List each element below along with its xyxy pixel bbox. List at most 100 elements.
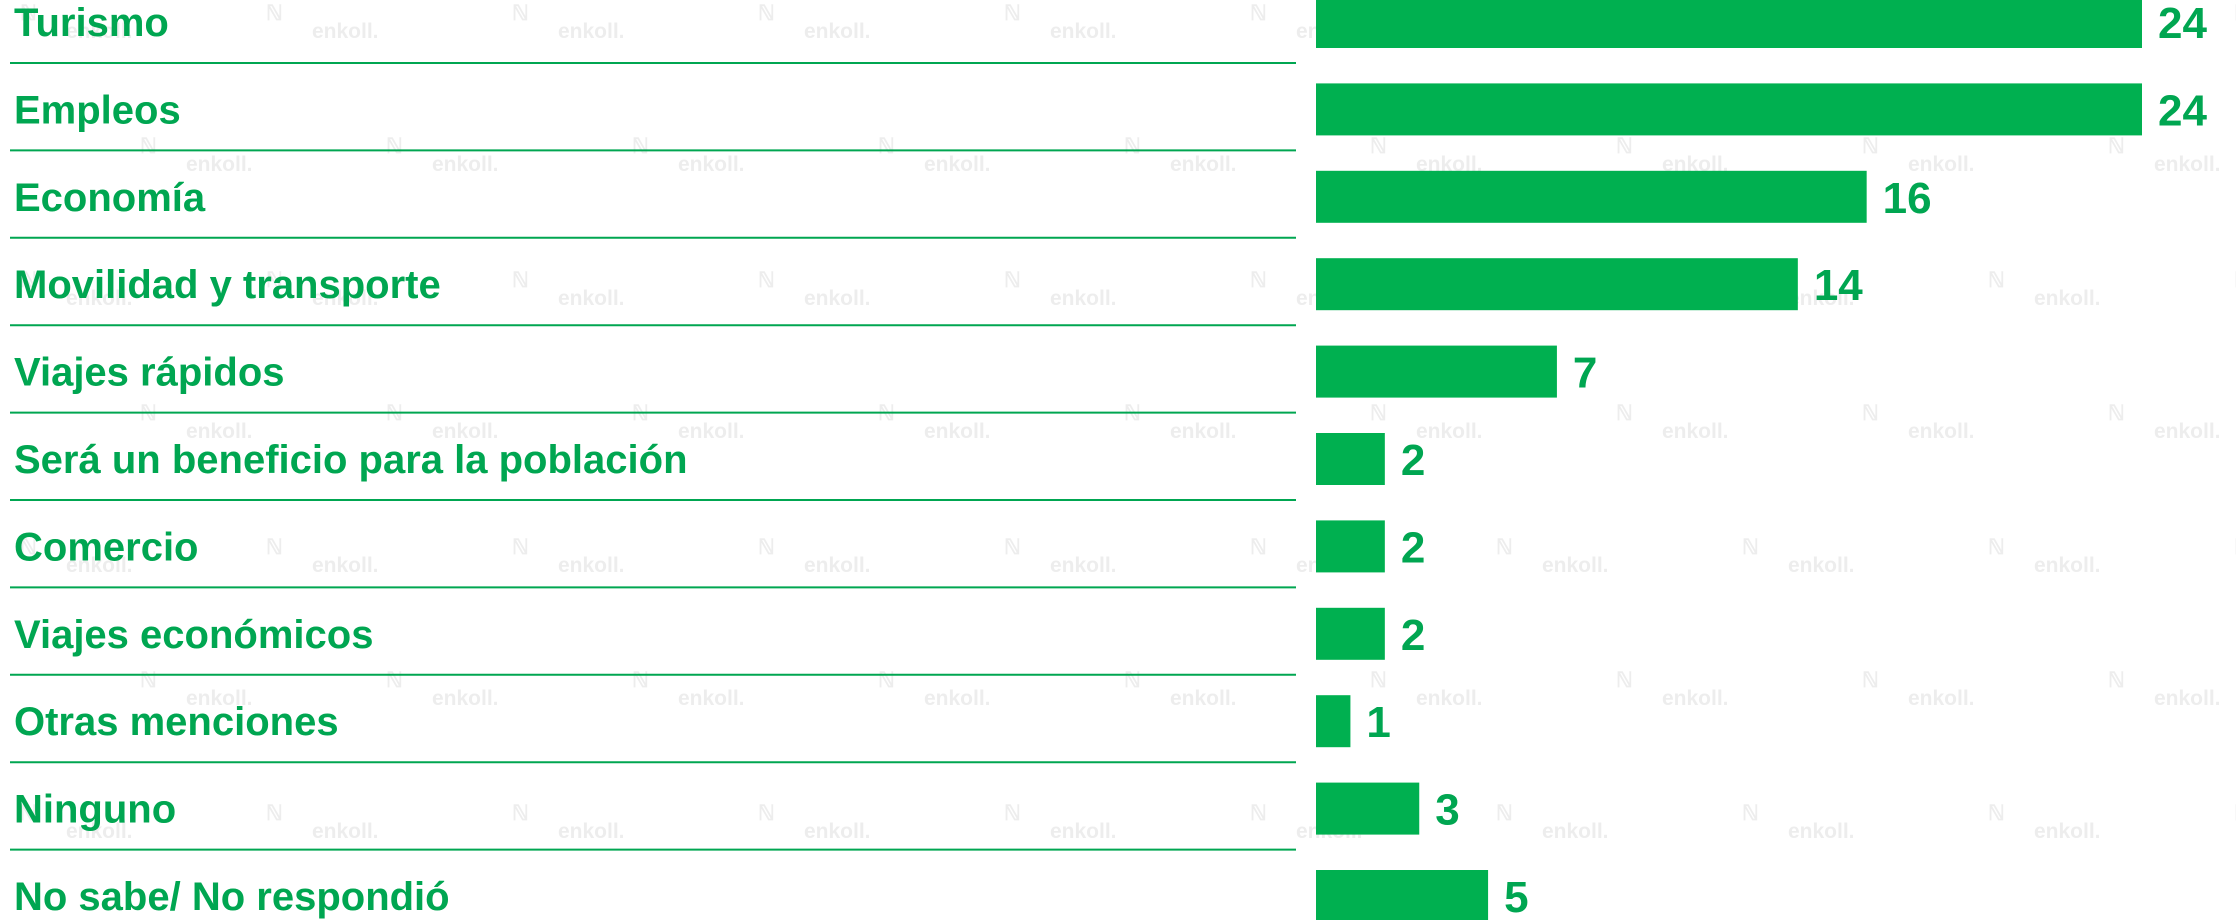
enkoll-logo-icon: ℕ — [266, 536, 283, 559]
enkoll-logo-icon: ℕ — [1616, 135, 1633, 158]
watermark-text: enkoll. — [66, 554, 133, 577]
enkoll-logo-icon: ℕ — [1862, 402, 1879, 425]
category-label: Ninguno — [14, 788, 176, 832]
watermark-text: enkoll. — [924, 153, 991, 176]
enkoll-logo-icon: ℕ — [2108, 402, 2125, 425]
category-label: Viajes económicos — [14, 613, 373, 657]
enkoll-logo-icon: ℕ — [386, 135, 403, 158]
enkoll-logo-icon: ℕ — [512, 802, 529, 825]
enkoll-logo-icon: ℕ — [1250, 2, 1267, 25]
data-label: 2 — [1401, 611, 1425, 660]
enkoll-logo-icon: ℕ — [1004, 802, 1021, 825]
category-label: Movilidad y transporte — [14, 263, 441, 307]
watermark-text: enkoll. — [1908, 687, 1975, 710]
chart-row: Viajes rápidos 7 — [10, 345, 1597, 414]
enkoll-logo-icon: ℕ — [1862, 669, 1879, 692]
category-label: No sabe/ No respondió — [14, 875, 450, 919]
watermark-text: enkoll. — [924, 687, 991, 710]
watermark-text: enkoll. — [66, 820, 133, 843]
enkoll-logo-icon: ℕ — [1988, 536, 2005, 559]
enkoll-logo-icon: ℕ — [1496, 536, 1513, 559]
data-label: 14 — [1814, 261, 1863, 310]
watermark-text: enkoll. — [558, 20, 625, 43]
chart-row: Comercio 2 — [10, 520, 1425, 589]
watermark-text: enkoll. — [804, 820, 871, 843]
watermark-text: enkoll. — [1542, 820, 1609, 843]
watermark-text: enkoll. — [186, 153, 253, 176]
watermark-text: enkoll. — [312, 287, 379, 310]
chart-row: Otras menciones 1 — [10, 695, 1391, 764]
enkoll-logo-icon: ℕ — [878, 669, 895, 692]
enkoll-logo-icon: ℕ — [1004, 536, 1021, 559]
watermark-text: enkoll. — [1050, 287, 1117, 310]
enkoll-logo-icon: ℕ — [266, 2, 283, 25]
watermark-text: enkoll. — [312, 20, 379, 43]
enkoll-logo-icon: ℕ — [1124, 669, 1141, 692]
enkoll-logo-icon: ℕ — [1370, 135, 1387, 158]
bar — [1316, 83, 2142, 136]
watermark-text: enkoll. — [1170, 687, 1237, 710]
watermark-text: enkoll. — [432, 420, 499, 443]
enkoll-logo-icon: ℕ — [386, 669, 403, 692]
enkoll-logo-icon: ℕ — [1742, 536, 1759, 559]
watermark-text: enkoll. — [1662, 687, 1729, 710]
watermark-text: enkoll. — [558, 554, 625, 577]
bar — [1316, 607, 1385, 660]
bar — [1316, 258, 1798, 311]
chart-row: Ninguno 3 — [10, 782, 1460, 851]
watermark-text: enkoll. — [678, 153, 745, 176]
enkoll-logo-icon: ℕ — [2108, 135, 2125, 158]
watermark-text: enkoll. — [804, 554, 871, 577]
data-label: 24 — [2158, 0, 2207, 48]
watermark-text: enkoll. — [2154, 420, 2221, 443]
watermark-text: enkoll. — [2034, 820, 2101, 843]
bar — [1316, 433, 1385, 485]
enkoll-logo-icon: ℕ — [758, 536, 775, 559]
enkoll-logo-icon: ℕ — [2234, 536, 2236, 559]
watermark-text: enkoll. — [1542, 554, 1609, 577]
chart-row: Movilidad y transporte 14 — [10, 258, 1863, 327]
category-label: Otras menciones — [14, 700, 339, 744]
watermark-text: enkoll. — [1050, 554, 1117, 577]
enkoll-logo-icon: ℕ — [1862, 135, 1879, 158]
enkoll-logo-icon: ℕ — [1496, 802, 1513, 825]
chart-rows: Turismo 24 Empleos 24 Economía 16 Movilidad y … — [10, 0, 2207, 920]
enkoll-logo-icon: ℕ — [512, 536, 529, 559]
watermark-text: enkoll. — [2154, 153, 2221, 176]
enkoll-logo-icon: ℕ — [2234, 2, 2236, 25]
watermark-text: enkoll. — [2154, 687, 2221, 710]
chart-row: Será un beneficio para la población 2 — [10, 433, 1425, 501]
enkoll-logo-icon: ℕ — [2108, 669, 2125, 692]
enkoll-logo-icon: ℕ — [266, 269, 283, 292]
watermark-text: enkoll. — [1050, 820, 1117, 843]
chart-row: Empleos 24 — [10, 83, 2207, 152]
enkoll-logo-icon: ℕ — [1004, 2, 1021, 25]
watermark-text: enkoll. — [186, 687, 253, 710]
enkoll-logo-icon: ℕ — [20, 536, 37, 559]
enkoll-logo-icon: ℕ — [632, 669, 649, 692]
enkoll-logo-icon: ℕ — [20, 269, 37, 292]
enkoll-logo-icon: ℕ — [758, 802, 775, 825]
data-label: 2 — [1401, 436, 1425, 485]
enkoll-logo-icon: ℕ — [140, 669, 157, 692]
watermark-text: enkoll. — [312, 820, 379, 843]
watermark-text: enkoll. — [1050, 20, 1117, 43]
watermark-text: enkoll. — [1170, 153, 1237, 176]
enkoll-logo-icon: ℕ — [2234, 802, 2236, 825]
bar — [1316, 0, 2142, 48]
data-label: 1 — [1366, 698, 1390, 747]
watermark-text: enkoll. — [1908, 153, 1975, 176]
enkoll-logo-icon: ℕ — [1616, 669, 1633, 692]
category-label: Comercio — [14, 525, 199, 569]
data-label: 7 — [1573, 349, 1597, 398]
bar — [1316, 170, 1867, 223]
enkoll-logo-icon: ℕ — [1988, 802, 2005, 825]
enkoll-logo-icon: ℕ — [1988, 269, 2005, 292]
data-label: 3 — [1435, 786, 1459, 835]
enkoll-logo-icon: ℕ — [758, 269, 775, 292]
category-label: Economía — [14, 176, 206, 220]
watermark-text: enkoll. — [186, 420, 253, 443]
enkoll-logo-icon: ℕ — [266, 802, 283, 825]
watermark-text: enkoll. — [558, 287, 625, 310]
watermark-text: enkoll. — [66, 287, 133, 310]
